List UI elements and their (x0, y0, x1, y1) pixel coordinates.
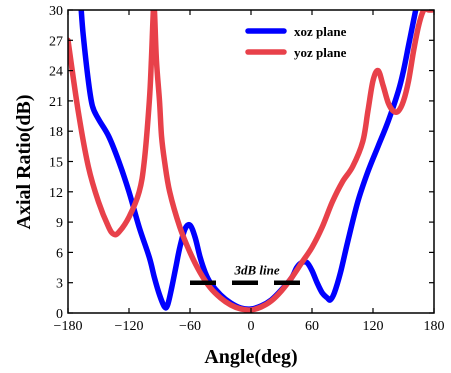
x-tick-label: −120 (115, 319, 144, 334)
y-tick-label: 21 (49, 95, 63, 110)
y-tick-label: 12 (49, 186, 63, 201)
legend: xoz plane yoz plane (245, 24, 347, 60)
y-axis-title: Axial Ratio(dB) (13, 95, 35, 230)
legend-label-yoz: yoz plane (294, 45, 347, 60)
x-axis-title: Angle(deg) (204, 346, 297, 368)
y-tick-label: 3 (56, 277, 63, 292)
y-tick-label: 27 (49, 34, 63, 49)
x-tick-label: −60 (179, 319, 201, 334)
x-tick-label: 60 (305, 319, 319, 334)
y-tick-label: 6 (56, 246, 63, 261)
series-line-yoz (68, 10, 434, 313)
x-tick-label: 120 (363, 319, 384, 334)
x-tick-label: −180 (54, 319, 83, 334)
y-tick-label: 9 (56, 216, 63, 231)
y-tick-label: 0 (56, 307, 63, 322)
x-tick-label: 180 (424, 319, 445, 334)
y-tick-label: 24 (49, 65, 63, 80)
y-tick-label: 15 (49, 156, 63, 171)
x-tick-label: 0 (248, 319, 255, 334)
three-db-label: 3dB line (234, 263, 280, 278)
y-tick-label: 30 (49, 4, 63, 19)
y-tick-label: 18 (49, 125, 63, 140)
legend-label-xoz: xoz plane (294, 24, 347, 39)
